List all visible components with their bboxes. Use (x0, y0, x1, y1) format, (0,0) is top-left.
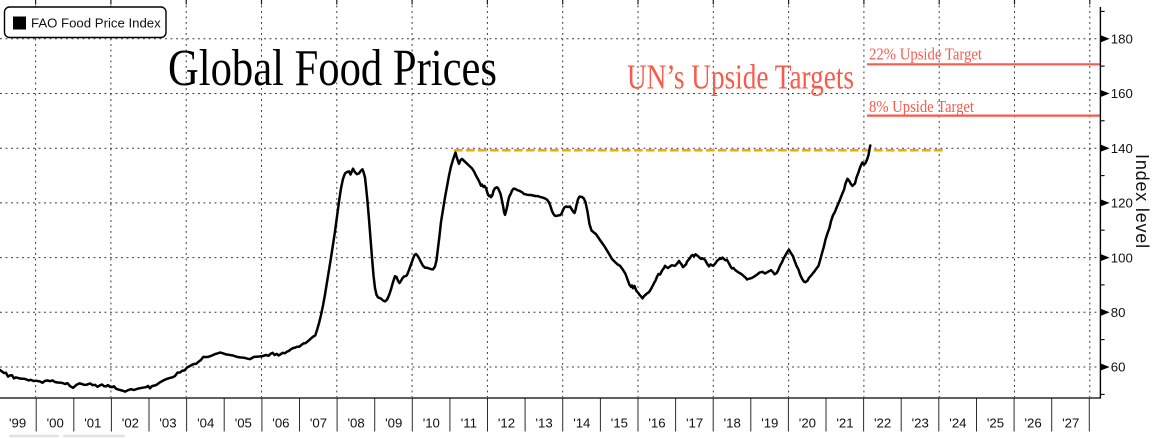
svg-text:'01: '01 (84, 415, 101, 430)
svg-text:'20: '20 (799, 415, 816, 430)
svg-text:'18: '18 (724, 415, 741, 430)
svg-text:160: 160 (1111, 86, 1133, 101)
svg-text:'25: '25 (987, 415, 1004, 430)
svg-text:'06: '06 (272, 415, 289, 430)
svg-text:Index level: Index level (1132, 154, 1152, 249)
svg-text:60: 60 (1111, 360, 1126, 375)
svg-text:FAO Food Price Index: FAO Food Price Index (31, 16, 161, 31)
svg-text:'19: '19 (761, 415, 778, 430)
svg-text:'14: '14 (573, 415, 590, 430)
svg-text:'21: '21 (836, 415, 853, 430)
svg-text:22% Upside Target: 22% Upside Target (869, 45, 982, 64)
svg-text:'26: '26 (1025, 415, 1042, 430)
svg-text:'00: '00 (47, 415, 64, 430)
svg-text:80: 80 (1111, 305, 1126, 320)
svg-text:'08: '08 (348, 415, 365, 430)
svg-text:'03: '03 (159, 415, 176, 430)
svg-text:'17: '17 (686, 415, 703, 430)
svg-text:'02: '02 (122, 415, 139, 430)
svg-text:'23: '23 (912, 415, 929, 430)
svg-text:'99: '99 (9, 415, 26, 430)
svg-text:100: 100 (1111, 250, 1133, 265)
svg-text:UN’s Upside Targets: UN’s Upside Targets (627, 58, 854, 97)
svg-text:'12: '12 (498, 415, 515, 430)
svg-text:'27: '27 (1062, 415, 1079, 430)
svg-text:140: 140 (1111, 141, 1133, 156)
svg-text:Global Food Prices: Global Food Prices (168, 40, 497, 97)
svg-text:'24: '24 (949, 415, 966, 430)
svg-text:'16: '16 (648, 415, 665, 430)
svg-text:'07: '07 (310, 415, 327, 430)
svg-text:'13: '13 (536, 415, 553, 430)
svg-text:'05: '05 (235, 415, 252, 430)
svg-text:'09: '09 (385, 415, 402, 430)
svg-text:'04: '04 (197, 415, 214, 430)
svg-text:'15: '15 (611, 415, 628, 430)
svg-text:180: 180 (1111, 32, 1133, 47)
svg-text:'22: '22 (874, 415, 891, 430)
svg-text:'10: '10 (423, 415, 440, 430)
svg-text:120: 120 (1111, 196, 1133, 211)
svg-text:'11: '11 (461, 415, 477, 430)
svg-text:8% Upside Target: 8% Upside Target (869, 97, 974, 116)
